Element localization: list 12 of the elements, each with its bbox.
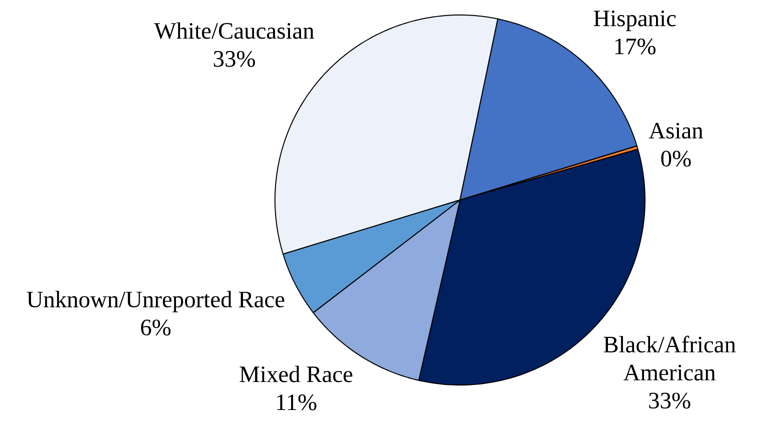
slice-label: Hispanic — [594, 10, 676, 32]
data-label: 11% — [277, 394, 316, 410]
data-label: 33% — [214, 51, 255, 67]
data-label: 33% — [649, 392, 690, 409]
slice-label: Black/African American — [604, 336, 736, 381]
slice-label: White/Caucasian — [154, 22, 314, 39]
data-label: 0% — [661, 150, 691, 167]
data-label: 6% — [141, 320, 171, 336]
data-label: 17% — [615, 38, 656, 54]
slice-label: Asian — [648, 122, 704, 139]
slice-label: Unknown/Unreported Race — [26, 290, 284, 312]
slice-label: Mixed Race — [240, 366, 352, 382]
